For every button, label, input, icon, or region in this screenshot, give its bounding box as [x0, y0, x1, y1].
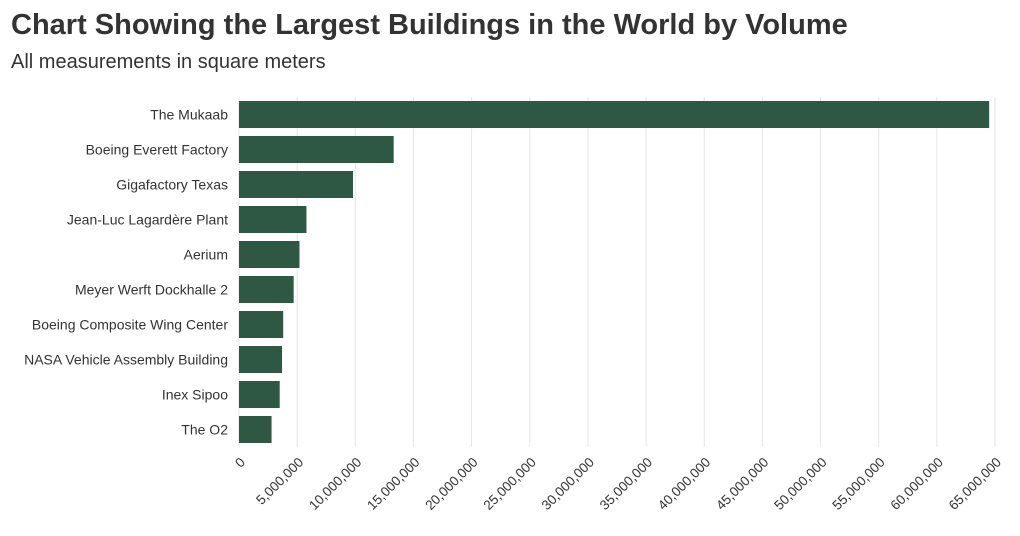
bar — [239, 136, 394, 163]
category-label: Boeing Everett Factory — [86, 142, 228, 158]
x-tick-label: 35,000,000 — [597, 455, 655, 513]
bar — [239, 206, 307, 233]
category-label: NASA Vehicle Assembly Building — [24, 352, 228, 368]
x-tick-label: 50,000,000 — [771, 455, 829, 513]
bars — [239, 101, 990, 443]
x-tick-label: 5,000,000 — [253, 455, 306, 508]
bar — [239, 416, 272, 443]
category-label: Jean-Luc Lagardère Plant — [67, 212, 228, 228]
bar — [239, 381, 280, 408]
x-tick-label: 10,000,000 — [306, 455, 364, 513]
x-tick-label: 20,000,000 — [422, 455, 480, 513]
category-labels: The Mukaab Boeing Everett Factory Gigafact… — [24, 107, 228, 438]
x-axis-tick-labels: 0 5,000,000 10,000,000 15,000,000 20,000,000… — [232, 455, 1004, 513]
category-label: Boeing Composite Wing Center — [32, 317, 228, 333]
x-tick-label: 15,000,000 — [364, 455, 422, 513]
bar — [239, 276, 294, 303]
bar — [239, 171, 353, 198]
category-label: Gigafactory Texas — [116, 177, 228, 193]
x-tick-label: 60,000,000 — [888, 455, 946, 513]
bar — [239, 311, 284, 338]
x-tick-label: 25,000,000 — [480, 455, 538, 513]
category-label: The O2 — [181, 422, 228, 438]
x-tick-label: 55,000,000 — [829, 455, 887, 513]
chart-subtitle: All measurements in square meters — [11, 51, 326, 73]
category-label: The Mukaab — [150, 107, 228, 123]
bar — [239, 101, 990, 128]
x-tick-label: 30,000,000 — [539, 455, 597, 513]
gridlines — [238, 97, 996, 447]
category-label: Inex Sipoo — [162, 387, 228, 403]
x-tick-label: 40,000,000 — [655, 455, 713, 513]
x-tick-label: 65,000,000 — [946, 455, 1004, 513]
x-tick-label: 0 — [232, 455, 248, 471]
chart-title: Chart Showing the Largest Buildings in t… — [11, 9, 848, 41]
category-label: Meyer Werft Dockhalle 2 — [75, 282, 228, 298]
x-tick-label: 45,000,000 — [713, 455, 771, 513]
bar — [239, 241, 300, 268]
category-label: Aerium — [184, 247, 228, 263]
bar — [239, 346, 283, 373]
